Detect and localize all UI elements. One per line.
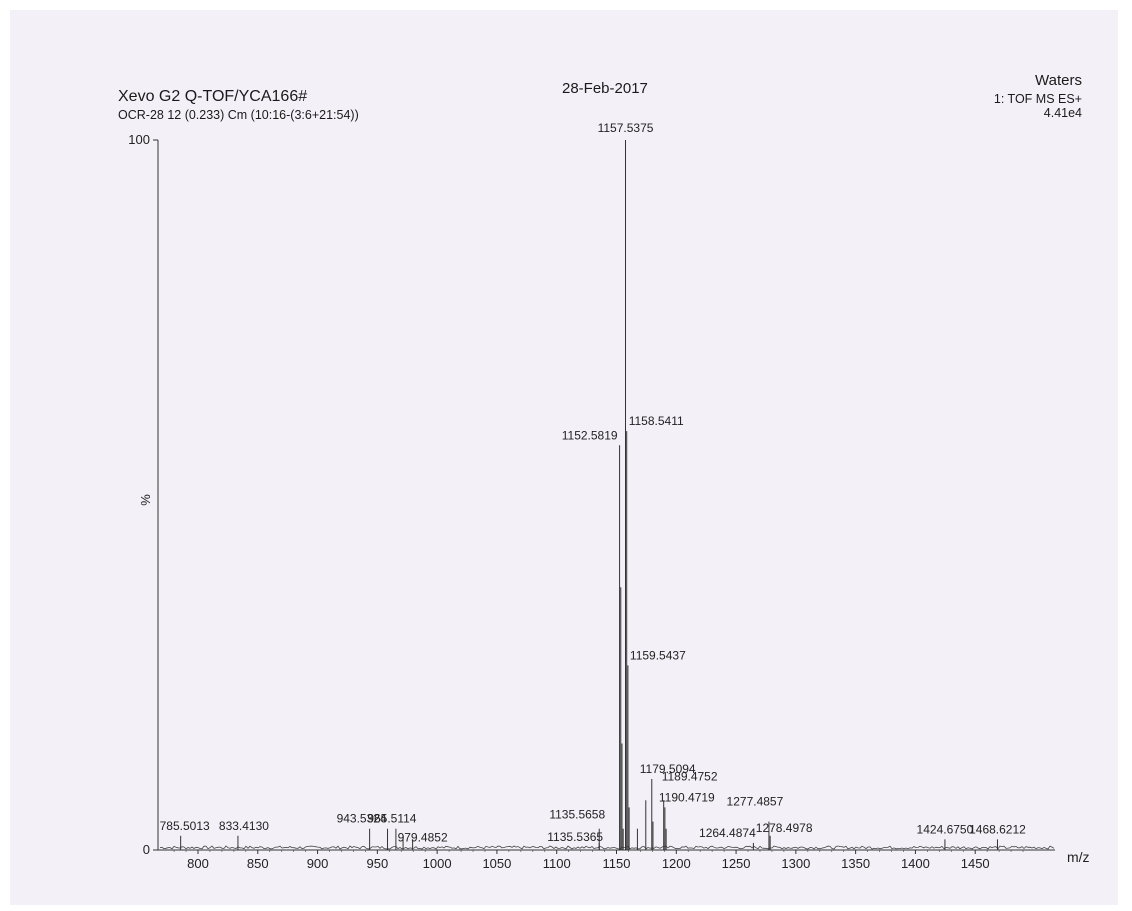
instrument-title: Xevo G2 Q-TOF/YCA166# (118, 88, 308, 105)
y-axis-label: % (138, 494, 153, 506)
paper-background (10, 10, 1118, 905)
peak-label: 1424.6750 (917, 822, 974, 836)
max-intensity: 4.41e4 (1043, 106, 1082, 120)
x-axis-label: m/z (1067, 849, 1090, 865)
peak-label: 1159.5437 (630, 648, 686, 662)
peak-label: 1135.5365 (547, 830, 603, 844)
peak-label: 1152.5819 (562, 428, 618, 442)
peak-label: 979.4852 (398, 830, 448, 844)
x-tick-label: 800 (187, 856, 209, 871)
peak-label: 1189.4752 (662, 769, 718, 783)
vendor-name: Waters (1035, 72, 1082, 89)
peak-label: 1468.6212 (969, 822, 1026, 836)
x-tick-label: 1000 (423, 856, 452, 871)
peak-label: 943.5324 (337, 812, 387, 826)
x-tick-label: 1250 (722, 856, 751, 871)
x-tick-label: 1100 (543, 856, 571, 871)
peak-series (180, 140, 998, 850)
peak-label: 1190.4719 (659, 790, 715, 804)
y-axis-ticks: 0 100 (128, 132, 158, 857)
peak-label: 1179.5094 (640, 762, 696, 776)
scan-mode: 1: TOF MS ES+ (993, 92, 1082, 106)
peak-label: 833.4130 (219, 819, 269, 833)
peak-label: 1158.5411 (629, 414, 684, 428)
y-tick-label: 0 (143, 842, 150, 857)
x-tick-label: 1400 (901, 856, 930, 871)
x-tick-label: 1200 (662, 856, 691, 871)
peak-label: 1277.4857 (727, 795, 784, 809)
sample-info: OCR-28 12 (0.233) Cm (10:16-(3:6+21:54)) (118, 108, 359, 122)
y-tick-label: 100 (128, 132, 150, 147)
x-tick-label: 900 (307, 856, 329, 871)
peak-label: 1135.5658 (549, 808, 605, 822)
x-tick-label: 1450 (961, 856, 990, 871)
x-tick-label: 850 (247, 856, 269, 871)
x-tick-label: 1350 (841, 856, 870, 871)
peak-label: 1264.4874 (699, 826, 756, 840)
peak-label: 1157.5375 (598, 121, 654, 135)
acquisition-date: 28-Feb-2017 (562, 80, 648, 97)
peak-label: 1278.4978 (756, 821, 813, 835)
x-axis-ticks: 800 850 900 950 1000 1050 1100 1150 1200 1250 1300… (173, 850, 1024, 871)
baseline-noise (159, 845, 1055, 850)
peak-label: 965.5114 (367, 812, 416, 826)
x-tick-label: 1150 (603, 856, 631, 871)
x-tick-label: 1050 (482, 856, 511, 871)
peak-label: 785.5013 (160, 819, 210, 833)
x-tick-label: 950 (367, 856, 389, 871)
x-tick-label: 1300 (781, 856, 810, 871)
